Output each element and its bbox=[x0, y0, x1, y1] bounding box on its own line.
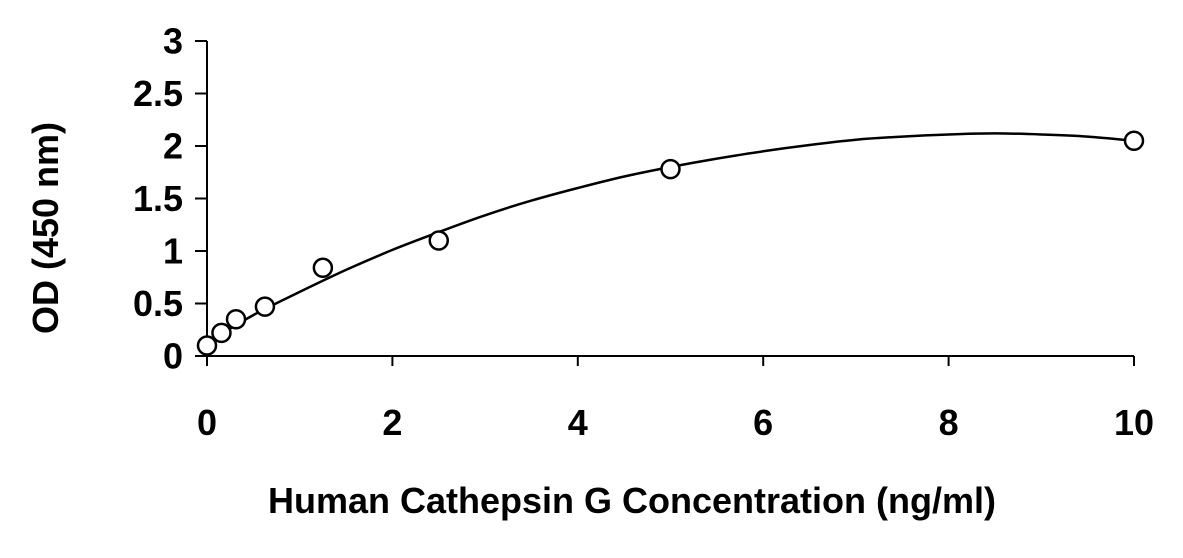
tick-labels: 0 0.5 1 1.5 2 2.5 3 0 2 4 6 8 10 bbox=[133, 21, 1154, 444]
y-tick-label: 1.5 bbox=[133, 178, 183, 219]
y-tick-label: 3 bbox=[163, 21, 183, 62]
data-point bbox=[254, 296, 276, 317]
data-point bbox=[1123, 130, 1145, 151]
y-tick-label: 0.5 bbox=[133, 283, 183, 324]
data-point bbox=[225, 309, 247, 330]
data-points bbox=[196, 130, 1145, 356]
x-tick-label: 6 bbox=[753, 402, 773, 443]
y-axis-title: OD (450 nm) bbox=[25, 122, 66, 334]
axes bbox=[206, 41, 1134, 357]
x-axis-title: Human Cathepsin G Concentration (ng/ml) bbox=[268, 480, 996, 521]
x-tick-label: 0 bbox=[197, 402, 217, 443]
x-tick-label: 10 bbox=[1114, 402, 1154, 443]
x-tick-label: 2 bbox=[382, 402, 402, 443]
x-tick-label: 8 bbox=[939, 402, 959, 443]
y-tick-label: 1 bbox=[163, 231, 183, 272]
data-point bbox=[660, 158, 681, 180]
y-tick-label: 2.5 bbox=[133, 73, 183, 114]
y-tick-label: 0 bbox=[163, 336, 183, 377]
data-point bbox=[428, 230, 449, 251]
ticks bbox=[195, 40, 1135, 366]
y-tick-label: 2 bbox=[163, 126, 183, 167]
data-point bbox=[211, 322, 232, 344]
data-point bbox=[196, 335, 218, 356]
data-point bbox=[312, 257, 334, 279]
x-tick-label: 4 bbox=[568, 402, 588, 443]
